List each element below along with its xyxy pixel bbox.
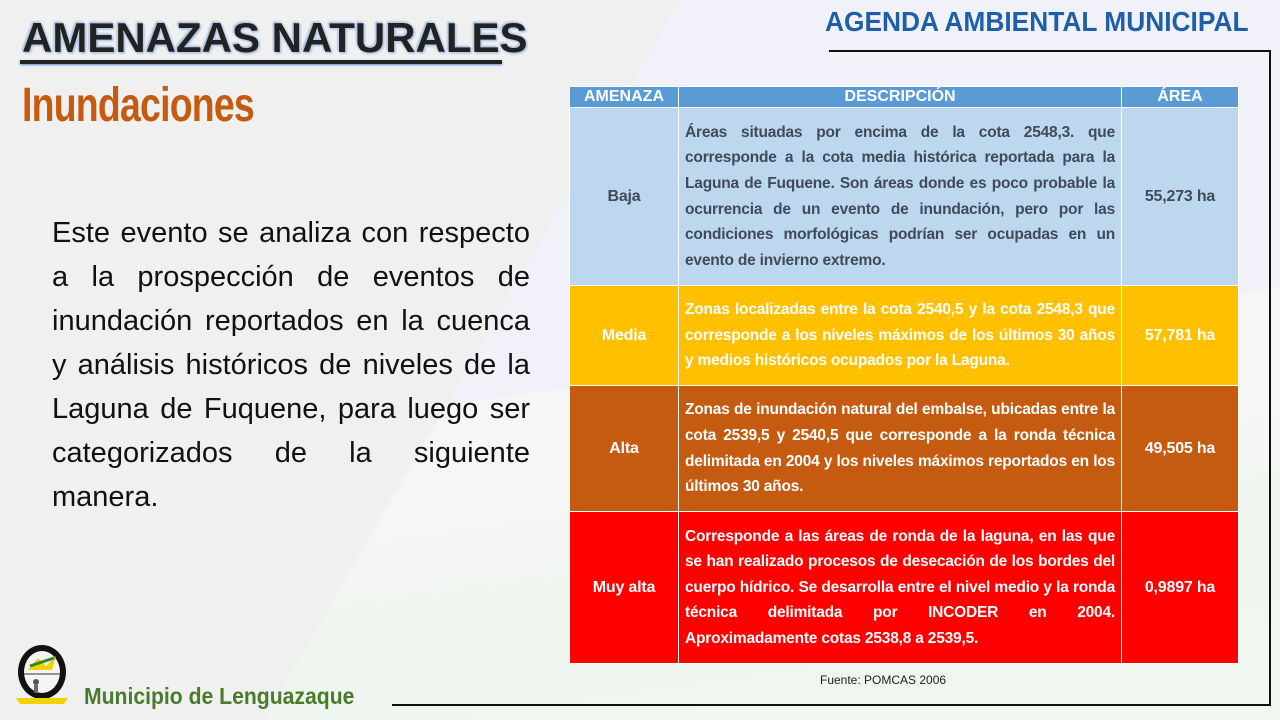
header-descripcion: DESCRIPCIÓN <box>678 86 1122 108</box>
table-row: Media Zonas localizadas entre la cota 25… <box>569 285 1239 386</box>
frame-line-right <box>1269 50 1271 706</box>
agenda-heading: AGENDA AMBIENTAL MUNICIPAL <box>825 6 1249 37</box>
level-cell: Muy alta <box>569 511 679 664</box>
intro-paragraph: Este evento se analiza con respecto a la… <box>52 217 530 513</box>
area-cell: 49,505 ha <box>1121 385 1239 512</box>
area-cell: 0,9897 ha <box>1121 511 1239 664</box>
table-row: Alta Zonas de inundación natural del emb… <box>569 385 1239 512</box>
level-cell: Media <box>569 285 679 386</box>
level-cell: Alta <box>569 385 679 512</box>
hazard-table: AMENAZA DESCRIPCIÓN ÁREA Baja Áreas situ… <box>569 86 1239 664</box>
header-amenaza: AMENAZA <box>569 86 679 108</box>
source-note: Fuente: POMCAS 2006 <box>820 673 947 687</box>
area-cell: 57,781 ha <box>1121 285 1239 386</box>
description-cell: Zonas de inundación natural del embalse,… <box>678 385 1122 512</box>
page-title: AMENAZAS NATURALES <box>22 14 528 61</box>
frame-line-bottom <box>392 704 1271 706</box>
area-cell: 55,273 ha <box>1121 107 1239 286</box>
municipality-name: Municipio de Lenguazaque <box>84 683 355 709</box>
table-row: Muy alta Corresponde a las áreas de rond… <box>569 511 1239 664</box>
description-cell: Áreas situadas por encima de la cota 254… <box>678 107 1122 286</box>
description-cell: Zonas localizadas entre la cota 2540,5 y… <box>678 285 1122 386</box>
header-area: ÁREA <box>1121 86 1239 108</box>
title-underline <box>20 60 502 64</box>
table-row: Baja Áreas situadas por encima de la cot… <box>569 107 1239 286</box>
description-cell: Corresponde a las áreas de ronda de la l… <box>678 511 1122 664</box>
table-header-row: AMENAZA DESCRIPCIÓN ÁREA <box>569 86 1239 108</box>
frame-line-top <box>829 50 1271 52</box>
page-subtitle: Inundaciones <box>22 79 255 132</box>
municipality-seal-logo <box>16 645 68 704</box>
level-cell: Baja <box>569 107 679 286</box>
